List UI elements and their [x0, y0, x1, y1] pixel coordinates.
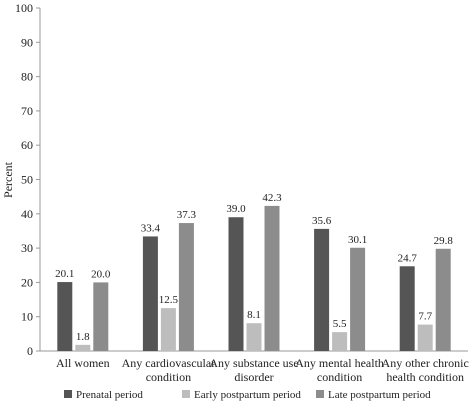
- y-tick-label: 100: [15, 1, 33, 15]
- bar-value-label: 33.4: [141, 222, 161, 234]
- bar: [228, 217, 244, 351]
- bar-value-label: 39.0: [226, 203, 246, 215]
- bar: [93, 282, 109, 351]
- legend-swatch: [316, 390, 324, 398]
- y-tick-label: 50: [21, 173, 33, 187]
- bar: [399, 266, 415, 351]
- y-tick-label: 20: [21, 275, 33, 289]
- bar-value-label: 8.1: [247, 309, 261, 321]
- category-labels: All women Any cardiovascularconditionAny …: [56, 356, 469, 384]
- bar: [417, 324, 433, 351]
- y-tick-label: 70: [21, 104, 33, 118]
- bar: [178, 223, 194, 351]
- y-axis-ticks: 0 10 20 30 40 50 60 70 80 90 100: [15, 1, 40, 358]
- category-label: health condition: [386, 370, 464, 384]
- legend-swatch: [64, 390, 72, 398]
- bar-value-label: 30.1: [348, 234, 367, 246]
- y-tick-label: 40: [21, 207, 33, 221]
- category-label: Any cardiovascular: [122, 356, 216, 370]
- bar: [435, 248, 451, 351]
- bar: [142, 236, 158, 351]
- bar: [350, 247, 366, 351]
- category-label: Any mental health: [295, 356, 384, 370]
- bar-value-label: 29.8: [434, 235, 454, 247]
- bar-value-label: 5.5: [333, 318, 347, 330]
- legend-label: Prenatal period: [76, 389, 143, 401]
- bar-value-label: 35.6: [312, 215, 332, 227]
- value-labels: 20.1 1.8 20.0 33.4 12.5 37.3 39.0 8.1 42.3 35.6 5.…: [55, 192, 453, 343]
- bar-value-label: 12.5: [159, 294, 179, 306]
- legend-label: Early postpartum period: [194, 389, 301, 401]
- bar: [246, 323, 262, 351]
- category-label: Any substance use: [209, 356, 298, 370]
- bar: [160, 308, 176, 351]
- bar-value-label: 37.3: [177, 209, 197, 221]
- bar: [314, 228, 330, 351]
- bar-value-label: 7.7: [418, 311, 432, 323]
- bars: [57, 205, 451, 351]
- bar-value-label: 20.1: [55, 268, 74, 280]
- y-axis-title: Percent: [1, 161, 15, 198]
- legend: Prenatal period Early postpartum period La…: [64, 389, 431, 401]
- y-tick-label: 10: [21, 310, 33, 324]
- category-label: condition: [146, 370, 191, 384]
- legend-swatch: [182, 390, 190, 398]
- y-tick-label: 80: [21, 70, 33, 84]
- bar-value-label: 1.8: [76, 331, 90, 343]
- y-tick-label: 60: [21, 138, 33, 152]
- category-label: All women: [56, 356, 110, 370]
- y-tick-label: 30: [21, 241, 33, 255]
- bar: [57, 282, 73, 351]
- bar: [75, 344, 91, 351]
- y-tick-label: 0: [27, 344, 33, 358]
- bar: [264, 205, 280, 351]
- y-tick-label: 90: [21, 35, 33, 49]
- category-label: condition: [317, 370, 362, 384]
- legend-label: Late postpartum period: [328, 389, 431, 401]
- category-label: disorder: [234, 370, 273, 384]
- bar: [332, 332, 348, 351]
- bar-value-label: 20.0: [91, 268, 111, 280]
- bar-value-label: 24.7: [398, 252, 418, 264]
- bar-value-label: 42.3: [262, 192, 282, 204]
- category-label: Any other chronic: [382, 356, 469, 370]
